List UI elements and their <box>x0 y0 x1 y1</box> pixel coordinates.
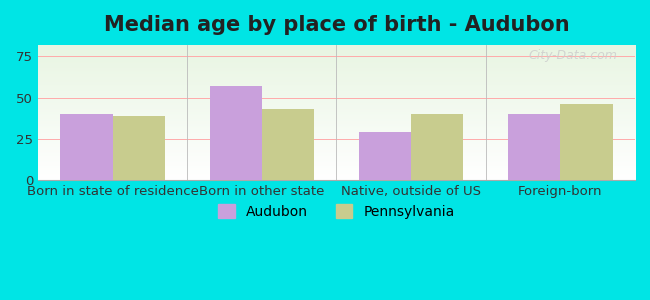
Bar <box>262 109 314 180</box>
Text: City-Data.com: City-Data.com <box>528 49 617 62</box>
Bar <box>112 116 165 180</box>
Bar <box>508 114 560 180</box>
Title: Median age by place of birth - Audubon: Median age by place of birth - Audubon <box>103 15 569 35</box>
Bar <box>411 114 463 180</box>
Bar <box>359 132 411 180</box>
Bar <box>60 114 112 180</box>
Legend: Audubon, Pennsylvania: Audubon, Pennsylvania <box>213 199 460 225</box>
Bar <box>209 86 262 180</box>
Bar <box>560 104 612 180</box>
